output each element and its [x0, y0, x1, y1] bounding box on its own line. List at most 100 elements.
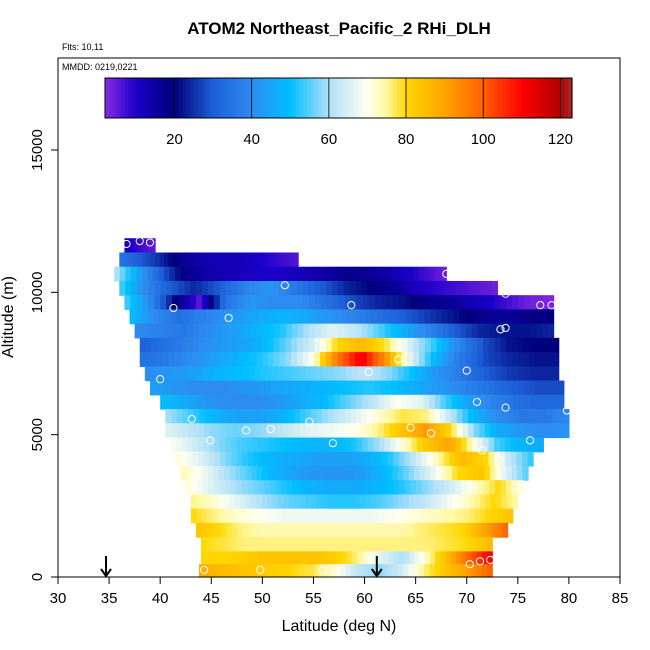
heat-cell [485, 280, 493, 296]
heat-cell [139, 337, 147, 353]
heat-cell [357, 266, 364, 282]
heat-cell [367, 323, 374, 339]
data-point [547, 301, 556, 310]
heat-cell [272, 280, 280, 296]
heat-cell [260, 423, 267, 439]
heat-cell [192, 451, 199, 467]
heat-cell [181, 451, 188, 467]
colorbar-segment [147, 78, 153, 118]
heat-cell [206, 522, 213, 538]
heat-cell [373, 280, 380, 296]
heat-cell [322, 409, 329, 424]
colorbar-segment [159, 78, 164, 118]
heat-cell [315, 522, 322, 538]
heat-cell [471, 309, 478, 325]
heat-cell [216, 394, 223, 410]
heat-cell [529, 423, 536, 439]
colorbar-segment [447, 78, 452, 118]
heat-cell [175, 451, 182, 467]
heat-cell [404, 451, 411, 467]
heat-cell [224, 266, 232, 282]
heat-cell [207, 380, 214, 396]
heat-cell [288, 494, 295, 510]
heat-cell [484, 465, 491, 481]
heat-cell [313, 437, 320, 453]
heat-cell [253, 451, 260, 467]
heat-cell [506, 380, 513, 396]
heat-cell [304, 451, 311, 467]
heat-cell [319, 564, 326, 578]
heat-cell [454, 451, 462, 467]
heat-cell [552, 423, 559, 439]
heat-cell [160, 394, 167, 410]
heat-cell [308, 337, 315, 353]
heat-cell [473, 409, 480, 424]
colorbar-segment [369, 78, 375, 118]
heat-cell [264, 309, 272, 325]
heat-cell [266, 280, 274, 296]
heat-cell [168, 337, 176, 353]
heat-cell [151, 352, 158, 367]
heat-cell [251, 323, 258, 339]
heat-cell [258, 537, 265, 552]
heat-cell [331, 352, 339, 367]
heat-cell [456, 423, 463, 439]
heat-cell [370, 465, 377, 481]
colorbar-segment [505, 78, 511, 118]
data-point [256, 565, 265, 574]
heat-cell [152, 323, 159, 339]
heat-cell [235, 564, 242, 578]
heat-cell [245, 465, 252, 481]
heat-cell [400, 423, 407, 439]
heat-cell [206, 508, 213, 524]
heat-cell [374, 295, 382, 311]
heat-cell [455, 537, 462, 552]
heat-cell [292, 480, 299, 496]
heat-cell [446, 465, 453, 481]
heat-cell [385, 266, 392, 282]
heat-cell [496, 423, 503, 439]
heat-cell [504, 437, 512, 453]
heat-cell [180, 266, 187, 282]
heat-cell [231, 280, 239, 296]
heat-cell [251, 564, 258, 578]
heat-cell [535, 352, 542, 367]
heat-cell [428, 423, 435, 439]
heat-cell [303, 295, 310, 311]
heat-cell [230, 480, 237, 496]
colorbar-segment [241, 78, 246, 118]
heat-cell [372, 409, 379, 424]
colorbar-tick-label: 120 [548, 131, 573, 148]
data-point [406, 423, 415, 432]
heat-cell [144, 366, 152, 382]
heat-cell [283, 465, 290, 481]
heat-cell [547, 366, 554, 382]
heat-cell [203, 451, 210, 467]
heat-cell [237, 537, 244, 552]
heat-cell [466, 537, 473, 552]
heat-cell [240, 564, 247, 578]
heat-cell [289, 551, 296, 565]
heat-cell [184, 295, 191, 311]
heat-cell [294, 494, 301, 510]
heat-cell [273, 352, 280, 367]
heat-cell [305, 409, 312, 424]
data-point [224, 313, 233, 323]
heat-cell [209, 352, 216, 367]
heat-cell [190, 380, 197, 396]
heat-cell [523, 352, 531, 367]
heat-cell [494, 480, 502, 496]
heat-cell [216, 537, 223, 552]
heat-cell [499, 295, 507, 311]
heat-cell [330, 266, 337, 282]
heat-cell [293, 252, 299, 268]
heat-cell [414, 280, 422, 296]
heat-cell [236, 480, 243, 496]
heat-cell [378, 337, 385, 353]
heat-cell [129, 238, 133, 254]
heat-cell [460, 564, 467, 578]
heat-cell [264, 480, 271, 496]
heat-cell [142, 295, 149, 311]
heat-cell [264, 451, 272, 467]
heat-cell [222, 252, 228, 268]
